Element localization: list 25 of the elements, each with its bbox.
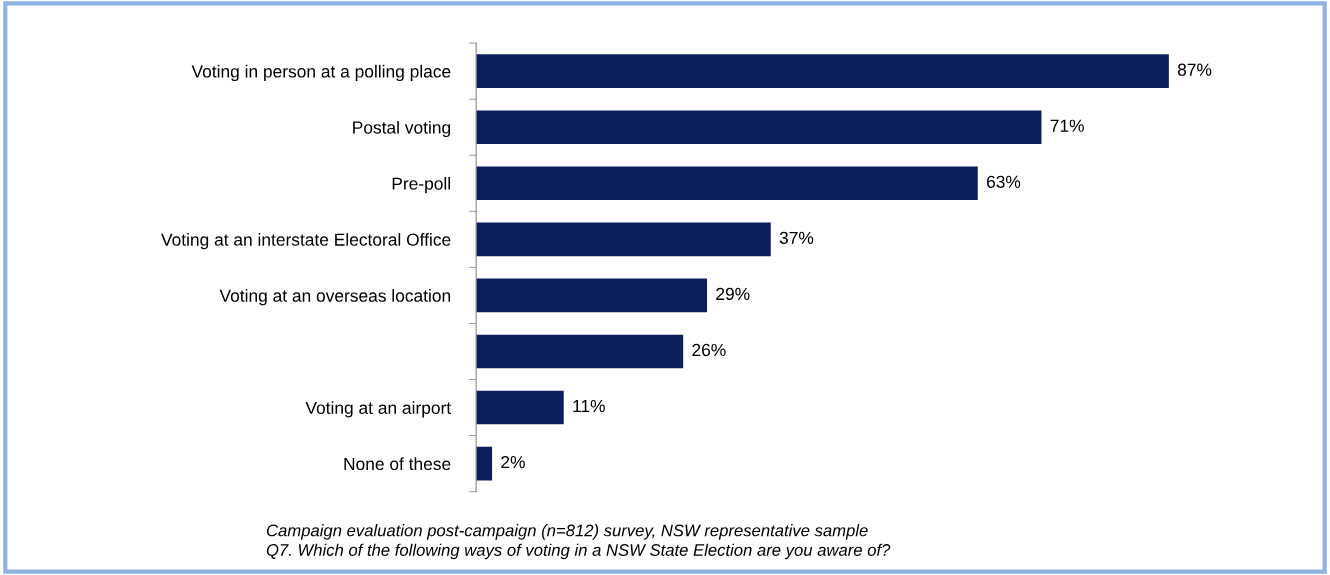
bar bbox=[476, 54, 1169, 88]
y-tick-label: Voting at an interstate Electoral Office bbox=[161, 233, 451, 250]
y-tick-label: Postal voting bbox=[353, 120, 451, 138]
data-label: 37% bbox=[779, 231, 814, 244]
bar bbox=[476, 390, 564, 425]
y-tick-label: Voting at an airport bbox=[305, 401, 452, 418]
data-label: 26% bbox=[692, 343, 726, 357]
bar bbox=[476, 110, 1042, 145]
y-tick-label: Pre-poll bbox=[392, 176, 450, 194]
bar bbox=[476, 222, 771, 257]
bar bbox=[476, 334, 684, 369]
bar bbox=[476, 278, 708, 313]
bar bbox=[476, 446, 493, 481]
data-label: 71% bbox=[1050, 119, 1084, 132]
y-tick-label: Voting at an overseas location bbox=[219, 289, 451, 306]
y-tick-label: None of these bbox=[344, 457, 451, 471]
bar bbox=[476, 166, 978, 201]
data-label: 63% bbox=[986, 175, 1021, 188]
text: Q7. Which of the following ways of voting in a NSW State Election are you aware of? bbox=[266, 543, 891, 560]
data-label: 11% bbox=[573, 399, 605, 413]
data-label: 29% bbox=[716, 287, 750, 301]
y-tick-label: Voting in person at a polling place bbox=[191, 64, 451, 82]
data-label: 87% bbox=[1177, 63, 1212, 76]
text: Campaign evaluation post-campaign (n=812) survey, NSW representative sample bbox=[266, 524, 868, 540]
data-label: 2% bbox=[501, 455, 525, 469]
